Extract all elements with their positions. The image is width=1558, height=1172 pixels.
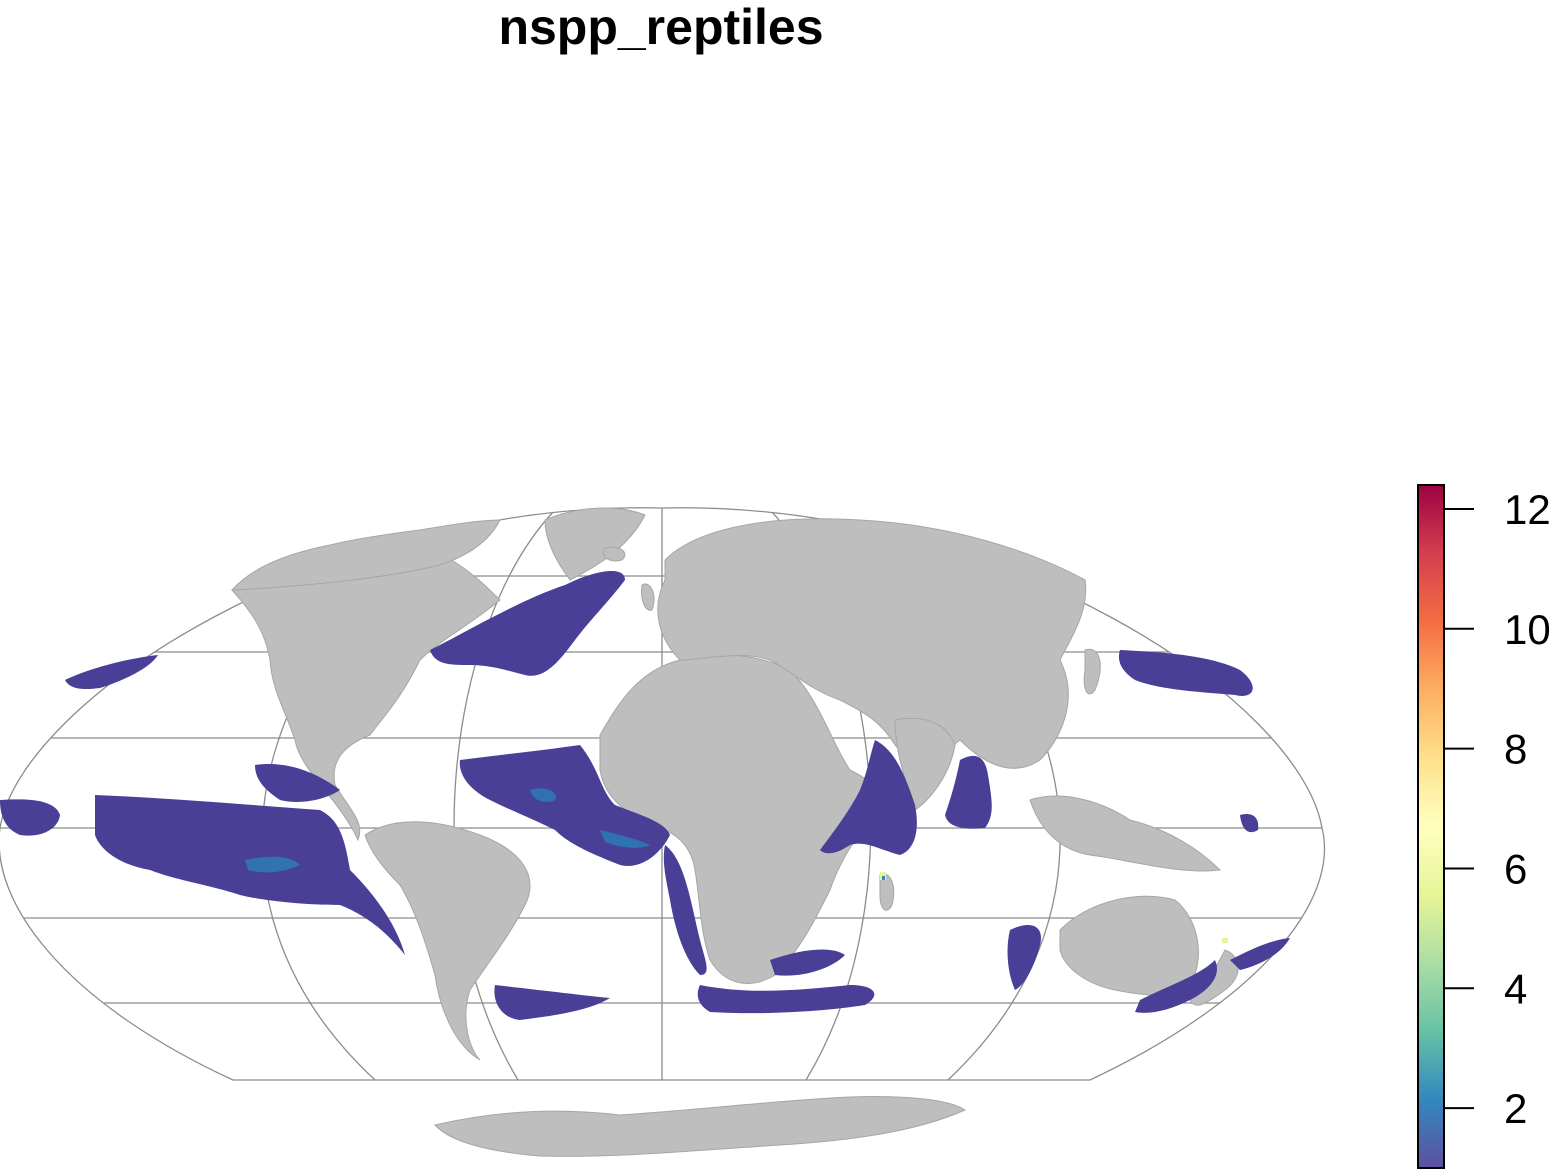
west-pacific-island-cells (1240, 813, 1259, 833)
indian-ocean-east-cells (1007, 925, 1041, 990)
guinea-gulf-medium-cells (600, 830, 650, 848)
color-legend: 2 4 6 8 10 12 (1417, 484, 1551, 1169)
colorbar (1417, 484, 1445, 1169)
greenland (544, 507, 646, 581)
legend-tick-label: 6 (1504, 845, 1527, 892)
britain (641, 583, 655, 611)
alaska-arctic (230, 519, 501, 591)
madagascar (879, 873, 895, 911)
bay-of-bengal-cells (945, 755, 992, 829)
meridian-60w (453, 509, 556, 1080)
australia (1059, 895, 1199, 996)
west-africa-coast-cells (663, 845, 707, 975)
eastern-pacific-medium-cells (245, 856, 300, 873)
tasman-sea-cells (1135, 960, 1218, 1013)
legend-tick-label: 12 (1504, 486, 1551, 533)
southern-africa-cells (697, 985, 875, 1014)
legend-tick-label: 10 (1504, 606, 1551, 653)
land-masses (230, 507, 1239, 1157)
africa-eurasia (599, 654, 879, 984)
caribbean-medium-cells (530, 788, 556, 802)
arabian-sea-cells (820, 740, 917, 855)
madagascar-hotspot (880, 872, 1228, 943)
south-america (364, 821, 531, 1061)
eastern-pacific-cells (95, 795, 405, 955)
north-atlantic-cells (430, 570, 625, 676)
central-america-pacific-cells (255, 764, 340, 802)
richness-cells-medium (245, 788, 650, 873)
north-pacific-west-cells (1118, 650, 1253, 696)
japan (1083, 648, 1101, 695)
map-title: nspp_reptiles (498, 0, 824, 55)
south-atlantic-cells (494, 985, 610, 1020)
legend-tick-label: 2 (1504, 1085, 1527, 1132)
eurasia (657, 518, 1087, 769)
legend-tick-label: 8 (1504, 726, 1527, 773)
west-pacific-edge-cells (0, 799, 60, 836)
iceland (603, 546, 626, 562)
legend-ticks: 2 4 6 8 10 12 (1444, 486, 1551, 1132)
north-pacific-east-cells (65, 655, 158, 690)
southeast-asia-islands (1029, 795, 1222, 872)
mozambique-channel-cells (770, 949, 845, 976)
india (894, 717, 956, 811)
antarctica (434, 1096, 967, 1157)
legend-tick-label: 4 (1504, 965, 1527, 1012)
east-australia-cells (1230, 938, 1290, 970)
